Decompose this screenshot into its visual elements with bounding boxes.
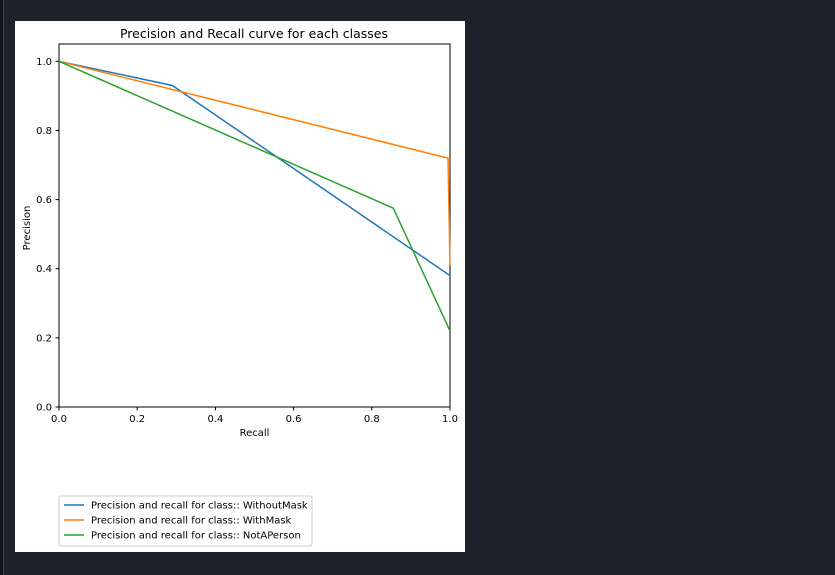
chart-figure: Precision and Recall curve for each clas… [15,21,465,552]
x-tick-label: 0.6 [286,414,302,425]
chart-svg: Precision and Recall curve for each clas… [22,26,458,547]
legend-label: Precision and recall for class:: WithMas… [91,516,292,527]
y-tick-label: 1.0 [36,57,52,68]
x-tick-label: 0.4 [207,414,223,425]
legend-label: Precision and recall for class:: Without… [91,501,308,512]
x-tick-label: 0.0 [51,414,67,425]
series-line-2 [58,60,451,332]
legend: Precision and recall for class:: Without… [58,495,313,547]
window-left-edge [0,0,4,575]
plot-area [58,43,451,408]
y-axis-label: Precision [22,206,33,251]
chart-title: Precision and Recall curve for each clas… [120,26,388,41]
series-lines [58,60,451,332]
x-axis-ticks: 0.0 0.2 0.4 0.6 0.8 1.0 [51,407,458,425]
x-tick-label: 0.2 [129,414,145,425]
y-tick-label: 0.4 [36,264,52,275]
legend-entries: Precision and recall for class:: Without… [64,501,308,542]
series-line-0 [58,60,451,277]
y-tick-label: 0.0 [36,403,52,414]
y-tick-label: 0.6 [36,195,52,206]
y-axis-ticks: 0.0 0.2 0.4 0.6 0.8 1.0 [36,57,59,414]
series-line-1 [58,60,451,266]
x-tick-label: 1.0 [442,414,458,425]
legend-label: Precision and recall for class:: NotAPer… [91,531,301,542]
y-tick-label: 0.8 [36,126,52,137]
x-axis-label: Recall [240,428,270,439]
x-tick-label: 0.8 [364,414,380,425]
y-tick-label: 0.2 [36,333,52,344]
legend-box [58,495,313,547]
